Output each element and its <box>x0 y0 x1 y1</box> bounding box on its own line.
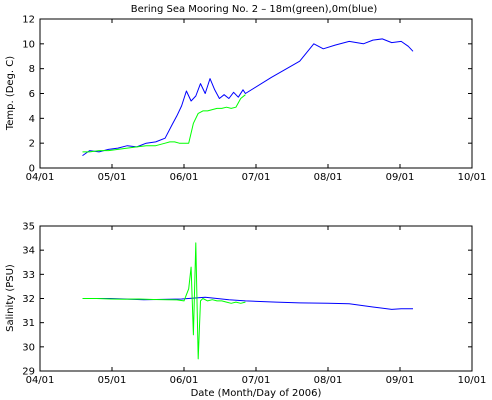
salinity-ticks: 04/01 05/01 06/01 07/01 08/01 09/01 10/01 29 30 3… <box>22 222 486 387</box>
salinity-y-tick-label: 30 <box>22 342 35 353</box>
salinity-y-tick-label: 33 <box>22 270 35 281</box>
temperature-deep-series-line <box>82 94 246 153</box>
temperature-y-axis-label: Temp. (Deg. C) <box>5 56 16 131</box>
temperature-y-tick-label: 6 <box>29 89 35 100</box>
salinity-deep-series-line <box>82 242 246 360</box>
salinity-y-axis-label: Salinity (PSU) <box>5 264 16 332</box>
salinity-x-tick-label: 09/01 <box>386 375 415 386</box>
temperature-ticks: 04/01 05/01 06/01 07/01 08/01 09/01 10/01 0 2 4 6 8… <box>22 15 486 184</box>
temperature-x-tick-label: 08/01 <box>314 172 343 183</box>
salinity-y-tick-label: 32 <box>22 294 35 305</box>
temperature-y-tick-label: 2 <box>29 139 35 150</box>
chart-title: Bering Sea Mooring No. 2 – 18m(green),0m… <box>131 4 378 15</box>
salinity-panel: 04/01 05/01 06/01 07/01 08/01 09/01 10/01 29 30 3… <box>5 222 486 387</box>
temperature-shallow-series-line <box>82 38 414 157</box>
temperature-y-tick-label: 10 <box>22 39 35 50</box>
temperature-x-tick-label: 07/01 <box>242 172 271 183</box>
salinity-series <box>82 242 413 360</box>
salinity-y-tick-label: 29 <box>22 367 35 378</box>
temperature-x-tick-label: 10/01 <box>458 172 487 183</box>
temperature-x-tick-label: 05/01 <box>98 172 127 183</box>
salinity-x-tick-label: 08/01 <box>314 375 343 386</box>
salinity-x-tick-label: 10/01 <box>458 375 487 386</box>
temperature-x-tick-label: 06/01 <box>170 172 199 183</box>
temperature-y-tick-label: 12 <box>22 15 35 26</box>
temperature-x-tick-label: 04/01 <box>26 172 55 183</box>
temperature-series <box>82 38 414 157</box>
salinity-y-tick-label: 34 <box>22 246 35 257</box>
salinity-x-tick-label: 07/01 <box>242 375 271 386</box>
temperature-panel: 04/01 05/01 06/01 07/01 08/01 09/01 10/01 0 2 4 6 8… <box>5 15 486 184</box>
x-axis-label: Date (Month/Day of 2006) <box>191 388 322 399</box>
salinity-x-tick-label: 04/01 <box>26 375 55 386</box>
temperature-y-tick-label: 8 <box>29 64 35 75</box>
temperature-y-tick-label: 4 <box>29 114 35 125</box>
salinity-x-tick-label: 05/01 <box>98 375 127 386</box>
temperature-x-tick-label: 09/01 <box>386 172 415 183</box>
salinity-x-tick-label: 06/01 <box>170 375 199 386</box>
temperature-y-tick-label: 0 <box>29 164 35 175</box>
salinity-y-tick-label: 35 <box>22 222 35 233</box>
temperature-plot-frame <box>39 18 473 169</box>
salinity-y-tick-label: 31 <box>22 318 35 329</box>
